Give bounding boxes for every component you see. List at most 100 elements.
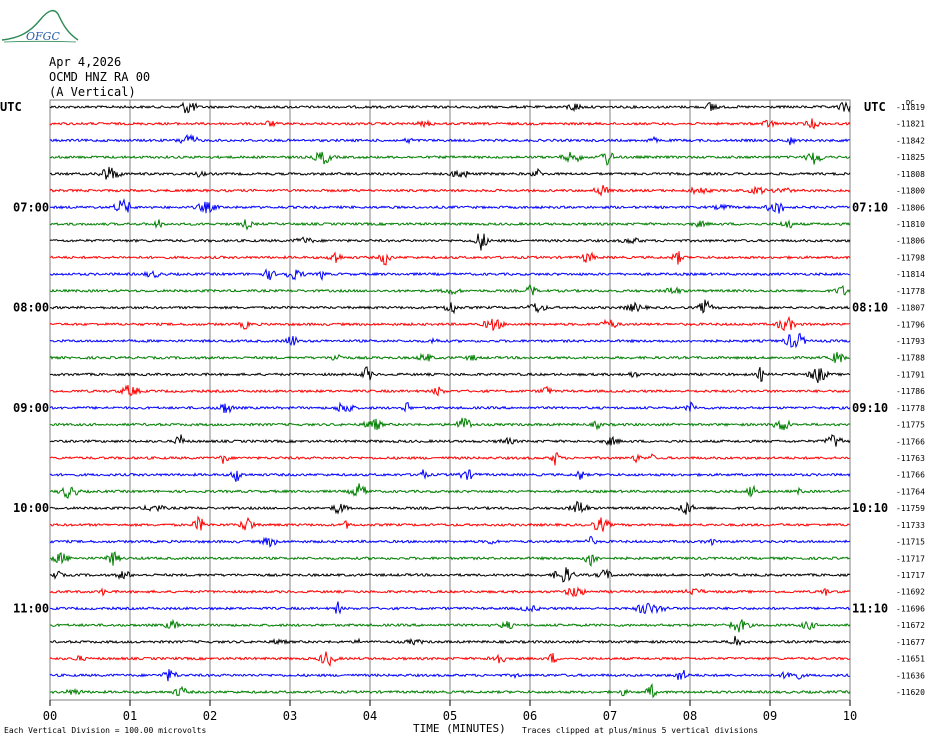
trace-line <box>49 469 851 482</box>
trace-dc-value: -11677 <box>896 638 925 647</box>
axis-labels: 00 01 02 03 04 05 06 07 08 09 10 -11819 -11821 -11842… <box>0 99 925 723</box>
trace-line <box>49 268 851 282</box>
left-hour-label: 09:00 <box>13 401 49 415</box>
left-hour-label: 08:00 <box>13 301 49 315</box>
right-hour-label: 09:10 <box>852 401 888 415</box>
trace-dc-value: -11651 <box>896 655 925 664</box>
trace-line <box>49 635 851 646</box>
trace-line <box>49 551 851 568</box>
trace-dc-value: -11806 <box>896 203 925 212</box>
trace-dc-value: -11778 <box>896 404 925 413</box>
trace-line <box>49 133 851 146</box>
trace-line <box>49 151 851 166</box>
left-hour-label: 11:00 <box>13 601 49 615</box>
trace-dc-value: -11778 <box>896 287 925 296</box>
x-tick-label: 09 <box>763 709 777 723</box>
trace-dc-value: -11733 <box>896 521 925 530</box>
station-label: OCMD HNZ RA 00 <box>49 70 151 84</box>
component-label: (A Vertical) <box>49 85 136 99</box>
trace-dc-value: -11620 <box>896 688 925 697</box>
x-tick-label: 07 <box>603 709 617 723</box>
trace-dc-value: -11766 <box>896 471 925 480</box>
trace-line <box>49 233 851 251</box>
x-tick-label: 08 <box>683 709 697 723</box>
trace-dc-value: -11806 <box>896 237 925 246</box>
x-tick-label: 06 <box>523 709 537 723</box>
trace-line <box>49 683 851 699</box>
right-axis-label: UTC <box>864 100 886 114</box>
trace-dc-value: -11821 <box>896 120 925 129</box>
trace-line <box>50 483 851 499</box>
dc-header: DC <box>906 99 914 107</box>
trace-line <box>49 451 851 466</box>
trace-line <box>49 515 851 532</box>
right-hour-label: 10:10 <box>852 501 888 515</box>
trace-line <box>49 299 851 315</box>
trace-line <box>49 101 851 114</box>
trace-dc-value: -11807 <box>896 304 925 313</box>
trace-dc-value: -11775 <box>896 421 925 430</box>
trace-dc-value: -11759 <box>896 504 925 513</box>
x-tick-label: 03 <box>283 709 297 723</box>
trace-dc-value: -11636 <box>896 671 925 680</box>
x-tick-label: 02 <box>203 709 217 723</box>
trace-dc-value: -11788 <box>896 354 925 363</box>
trace-dc-value: -11819 <box>896 103 925 112</box>
trace-dc-value: -11764 <box>896 487 925 496</box>
trace-line <box>49 332 851 349</box>
left-hour-label: 10:00 <box>13 501 49 515</box>
ofgc-logo: OFGC <box>1 9 79 43</box>
trace-line <box>49 166 851 180</box>
trace-line <box>49 251 851 266</box>
trace-dc-value: -11814 <box>896 270 925 279</box>
trace-dc-value: -11798 <box>896 253 925 262</box>
trace-line <box>49 185 851 197</box>
trace-dc-value: -11786 <box>896 387 925 396</box>
date-label: Apr 4,2026 <box>49 55 122 69</box>
trace-line <box>49 315 851 332</box>
x-tick-label: 01 <box>123 709 137 723</box>
trace-line <box>49 401 851 414</box>
trace-line <box>49 586 851 598</box>
x-tick-label: 04 <box>363 709 377 723</box>
trace-line <box>49 651 851 667</box>
grid-lines <box>49 99 851 706</box>
trace-line <box>49 669 851 682</box>
trace-dc-value: -11715 <box>896 538 925 547</box>
x-tick-label: 00 <box>43 709 57 723</box>
x-tick-label: 10 <box>843 709 857 723</box>
trace-dc-value: -11842 <box>896 136 925 145</box>
trace-dc-value: -11796 <box>896 320 925 329</box>
trace-dc-value: -11810 <box>896 220 925 229</box>
left-hour-label: 07:00 <box>13 200 49 214</box>
scale-note: Each Vertical Division = 100.00 microvol… <box>4 726 207 735</box>
trace-line <box>49 618 851 633</box>
seismic-traces <box>49 101 851 699</box>
trace-dc-value: -11717 <box>896 554 925 563</box>
trace-dc-value: -11766 <box>896 437 925 446</box>
trace-line <box>49 366 851 384</box>
right-hour-label: 11:10 <box>852 601 888 615</box>
trace-line <box>49 384 851 397</box>
trace-line <box>49 535 851 548</box>
trace-line <box>49 434 851 447</box>
trace-dc-value: -11692 <box>896 588 925 597</box>
trace-line <box>49 118 851 130</box>
trace-dc-value: -11791 <box>896 370 925 379</box>
left-axis-label: UTC <box>0 100 22 114</box>
trace-line <box>49 219 851 231</box>
trace-line <box>49 351 851 364</box>
trace-dc-value: -11696 <box>896 604 925 613</box>
trace-line <box>49 567 851 583</box>
right-hour-label: 08:10 <box>852 301 888 315</box>
trace-dc-value: -11825 <box>896 153 925 162</box>
trace-line <box>50 601 851 615</box>
trace-dc-value: -11808 <box>896 170 925 179</box>
x-tick-label: 05 <box>443 709 457 723</box>
trace-dc-value: -11717 <box>896 571 925 580</box>
trace-dc-value: -11800 <box>896 187 925 196</box>
x-axis-title: TIME (MINUTES) <box>413 722 506 735</box>
trace-dc-value: -11763 <box>896 454 925 463</box>
trace-line <box>49 283 851 296</box>
